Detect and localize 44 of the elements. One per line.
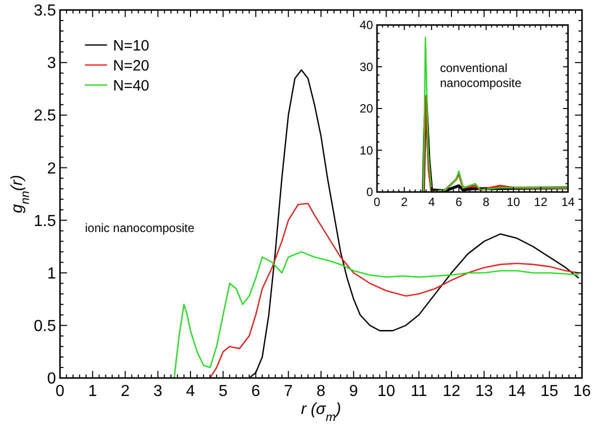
y-tick-label: 2.5	[34, 108, 56, 125]
y-tick-label: 20	[360, 102, 374, 116]
x-tick-label: 6	[456, 195, 463, 209]
legend-label: N=40	[113, 77, 150, 94]
x-tick-label: 8	[482, 195, 490, 209]
y-tick-label: 30	[360, 60, 374, 74]
y-tick-label: 0.5	[34, 318, 56, 336]
x-tick-label: 16	[573, 383, 591, 400]
x-tick-label: 3	[153, 383, 162, 400]
x-tick-label: 4	[186, 383, 196, 400]
x-tick-label: 5	[218, 383, 228, 400]
x-tick-label: 1	[88, 383, 98, 400]
legend-label: N=10	[113, 37, 150, 54]
x-tick-label: 4	[428, 195, 436, 209]
x-axis-title: r (σ$_{m}$)	[300, 401, 342, 424]
y-tick-label: 0	[47, 370, 56, 388]
y-tick-label: 2	[47, 160, 56, 178]
legend-label: N=20	[113, 57, 150, 74]
x-tick-label: 2	[400, 195, 408, 209]
y-tick-label: 40	[360, 18, 374, 32]
x-tick-label: 12	[442, 383, 460, 400]
annotation: conventional nanocomposite	[440, 61, 522, 90]
y-tick-label: 1	[47, 265, 56, 282]
x-tick-label: 10	[506, 195, 520, 209]
y-tick-label: 3	[47, 55, 56, 72]
x-tick-label: 14	[561, 195, 575, 209]
x-tick-label: 12	[534, 195, 548, 209]
x-tick-label: 13	[475, 383, 494, 400]
y-tick-label: 0	[366, 185, 374, 200]
x-tick-label: 7	[284, 383, 293, 400]
x-tick-label: 14	[508, 383, 526, 400]
x-tick-label: 8	[316, 383, 326, 400]
x-tick-label: 9	[349, 383, 358, 400]
x-tick-label: 11	[410, 383, 428, 400]
line-series	[422, 36, 568, 192]
y-tick-label: 10	[360, 143, 374, 158]
y-tick-label: 3.5	[34, 2, 56, 20]
annotation: ionic nanocomposite	[85, 221, 195, 235]
y-tick-label: 1.5	[34, 212, 56, 230]
x-tick-label: 2	[120, 383, 130, 400]
x-tick-label: 10	[377, 383, 396, 400]
line-series	[174, 251, 580, 378]
x-tick-label: 6	[251, 383, 260, 400]
x-tick-label: 15	[540, 383, 558, 400]
